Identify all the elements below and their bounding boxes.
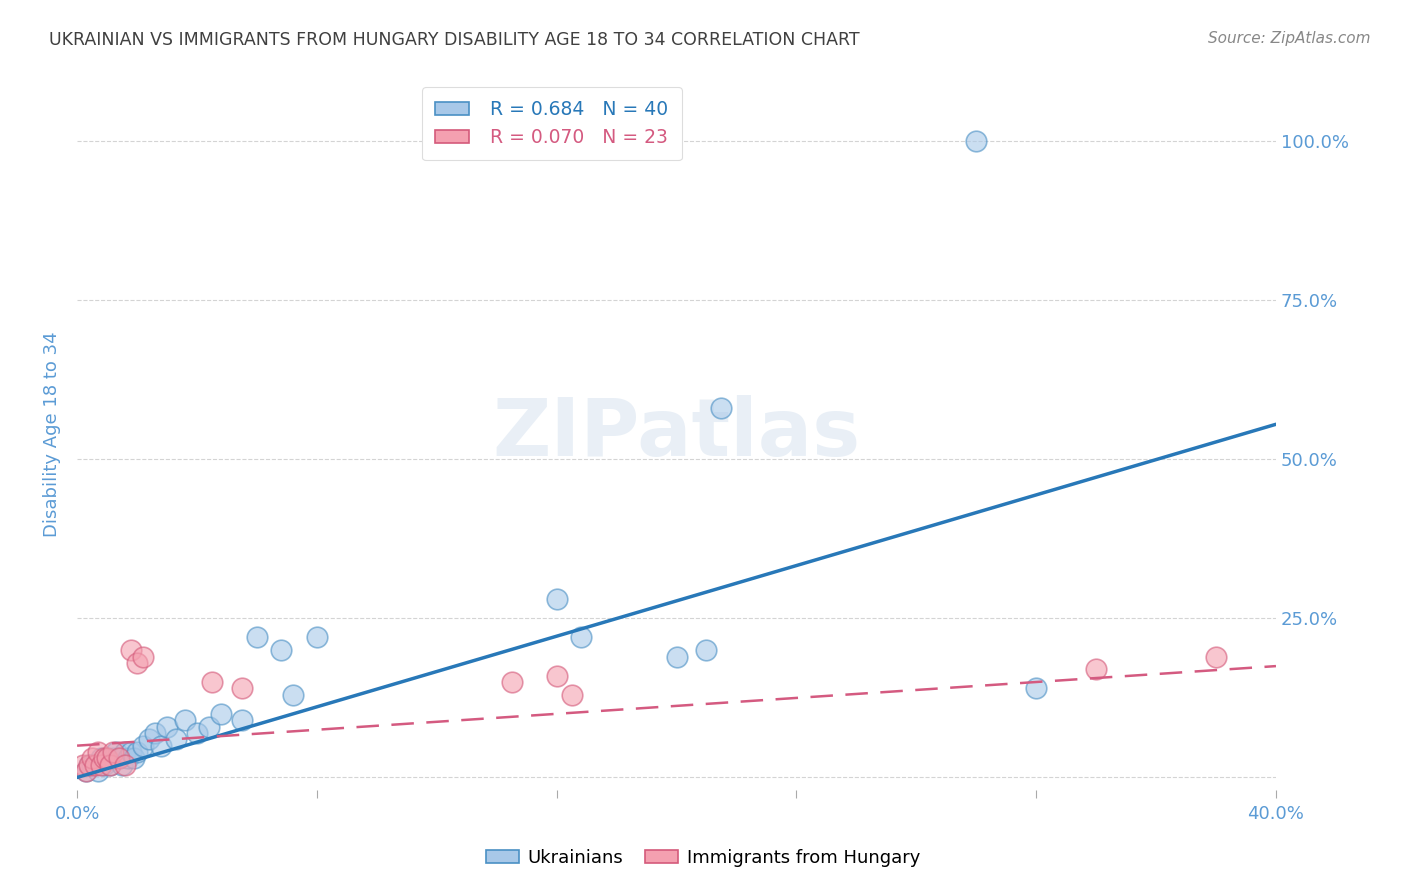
Point bbox=[165, 732, 187, 747]
Text: Source: ZipAtlas.com: Source: ZipAtlas.com bbox=[1208, 31, 1371, 46]
Point bbox=[156, 720, 179, 734]
Legend:   R = 0.684   N = 40,   R = 0.070   N = 23: R = 0.684 N = 40, R = 0.070 N = 23 bbox=[422, 87, 682, 161]
Point bbox=[125, 745, 148, 759]
Point bbox=[665, 649, 688, 664]
Point bbox=[93, 757, 115, 772]
Point bbox=[101, 745, 124, 759]
Point bbox=[125, 656, 148, 670]
Point bbox=[77, 757, 100, 772]
Point bbox=[117, 751, 139, 765]
Point bbox=[114, 757, 136, 772]
Point bbox=[84, 757, 107, 772]
Point bbox=[246, 631, 269, 645]
Point bbox=[98, 757, 121, 772]
Point bbox=[561, 688, 583, 702]
Point bbox=[111, 757, 134, 772]
Point bbox=[122, 751, 145, 765]
Point bbox=[231, 713, 253, 727]
Point bbox=[132, 649, 155, 664]
Legend: Ukrainians, Immigrants from Hungary: Ukrainians, Immigrants from Hungary bbox=[479, 842, 927, 874]
Point bbox=[150, 739, 173, 753]
Text: ZIPatlas: ZIPatlas bbox=[492, 395, 860, 473]
Point bbox=[710, 401, 733, 416]
Point bbox=[96, 751, 118, 765]
Point bbox=[108, 751, 131, 765]
Point bbox=[209, 706, 232, 721]
Point bbox=[1085, 662, 1108, 676]
Point bbox=[120, 643, 142, 657]
Point bbox=[201, 675, 224, 690]
Y-axis label: Disability Age 18 to 34: Disability Age 18 to 34 bbox=[44, 331, 60, 537]
Point bbox=[546, 592, 568, 607]
Point bbox=[87, 764, 110, 778]
Point bbox=[84, 757, 107, 772]
Point bbox=[281, 688, 304, 702]
Point bbox=[80, 757, 103, 772]
Point bbox=[569, 631, 592, 645]
Point bbox=[114, 745, 136, 759]
Point bbox=[75, 764, 97, 778]
Point bbox=[90, 757, 112, 772]
Point bbox=[108, 751, 131, 765]
Point bbox=[72, 757, 94, 772]
Point bbox=[695, 643, 717, 657]
Point bbox=[75, 764, 97, 778]
Point bbox=[138, 732, 160, 747]
Point bbox=[90, 751, 112, 765]
Point bbox=[546, 668, 568, 682]
Point bbox=[501, 675, 523, 690]
Point bbox=[186, 726, 208, 740]
Point bbox=[101, 751, 124, 765]
Point bbox=[1205, 649, 1227, 664]
Point bbox=[96, 751, 118, 765]
Point bbox=[174, 713, 197, 727]
Point bbox=[270, 643, 292, 657]
Point bbox=[965, 134, 987, 148]
Point bbox=[1025, 681, 1047, 696]
Point bbox=[198, 720, 221, 734]
Point bbox=[98, 757, 121, 772]
Point bbox=[231, 681, 253, 696]
Point bbox=[87, 745, 110, 759]
Point bbox=[120, 745, 142, 759]
Point bbox=[105, 745, 128, 759]
Point bbox=[77, 757, 100, 772]
Point bbox=[93, 751, 115, 765]
Text: UKRAINIAN VS IMMIGRANTS FROM HUNGARY DISABILITY AGE 18 TO 34 CORRELATION CHART: UKRAINIAN VS IMMIGRANTS FROM HUNGARY DIS… bbox=[49, 31, 860, 49]
Point bbox=[80, 751, 103, 765]
Point bbox=[143, 726, 166, 740]
Point bbox=[132, 739, 155, 753]
Point bbox=[305, 631, 328, 645]
